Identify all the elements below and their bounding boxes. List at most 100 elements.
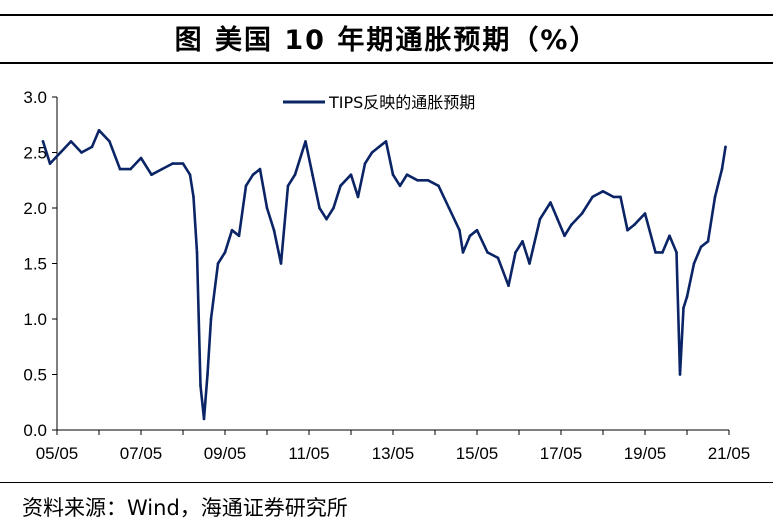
data-point bbox=[682, 306, 685, 310]
data-point bbox=[514, 251, 517, 254]
data-point bbox=[90, 145, 94, 149]
source-rule bbox=[0, 482, 773, 483]
data-point bbox=[570, 223, 573, 226]
data-point bbox=[633, 223, 636, 226]
data-point bbox=[654, 251, 657, 254]
data-point bbox=[363, 162, 367, 165]
data-point bbox=[538, 217, 542, 221]
chart-legend: TIPS反映的通胀预期 bbox=[283, 93, 475, 112]
data-point bbox=[486, 251, 489, 254]
data-point bbox=[223, 251, 227, 254]
data-point bbox=[195, 251, 199, 254]
data-point bbox=[416, 179, 419, 182]
data-point bbox=[356, 195, 360, 199]
y-tick-label: 2.0 bbox=[23, 199, 47, 218]
x-tick-label: 15/05 bbox=[456, 444, 499, 463]
data-point bbox=[398, 184, 402, 188]
x-tick-label: 17/05 bbox=[540, 444, 583, 463]
title-top-rule bbox=[0, 14, 773, 16]
data-point bbox=[549, 201, 552, 204]
data-point bbox=[48, 162, 52, 165]
data-point bbox=[580, 212, 584, 215]
data-point bbox=[244, 184, 248, 188]
data-point bbox=[279, 262, 283, 265]
data-point bbox=[108, 140, 111, 143]
data-point bbox=[41, 140, 45, 143]
data-point bbox=[713, 195, 717, 199]
data-point bbox=[391, 173, 395, 176]
chart-ticks: 0.0 0.5 1.0 1.5 2.0 2.5 3.0 05/05 07/05 09/05 11/0… bbox=[23, 88, 750, 463]
data-point bbox=[675, 251, 678, 254]
data-point bbox=[171, 162, 174, 165]
series-line bbox=[41, 128, 727, 421]
data-point bbox=[685, 295, 689, 299]
data-point bbox=[678, 373, 682, 376]
data-point bbox=[206, 373, 209, 376]
data-point bbox=[458, 228, 461, 232]
x-tick-label: 11/05 bbox=[288, 444, 329, 463]
data-point bbox=[706, 240, 710, 243]
data-point bbox=[447, 206, 451, 210]
data-point bbox=[181, 162, 185, 165]
data-point bbox=[699, 245, 703, 249]
data-point bbox=[601, 190, 605, 193]
data-point bbox=[475, 228, 479, 232]
data-point bbox=[160, 167, 164, 171]
data-point bbox=[612, 195, 615, 199]
data-point bbox=[265, 206, 269, 210]
line-chart: 0.0 0.5 1.0 1.5 2.0 2.5 3.0 05/05 07/05 09/05 11/0… bbox=[23, 88, 750, 463]
data-point bbox=[286, 184, 290, 188]
data-point bbox=[521, 240, 524, 243]
title-bottom-rule bbox=[0, 62, 773, 64]
data-point bbox=[150, 173, 153, 176]
data-point bbox=[468, 234, 472, 238]
data-point bbox=[97, 129, 101, 132]
data-point bbox=[258, 167, 262, 171]
data-point bbox=[591, 195, 594, 199]
data-point bbox=[724, 145, 727, 149]
y-tick-label: 0.5 bbox=[23, 366, 47, 385]
data-point bbox=[563, 234, 566, 238]
data-point bbox=[293, 173, 297, 176]
data-point bbox=[661, 251, 664, 254]
x-tick-label: 07/05 bbox=[120, 444, 163, 463]
data-point bbox=[626, 228, 629, 232]
data-point bbox=[332, 206, 335, 210]
x-tick-label: 09/05 bbox=[204, 444, 247, 463]
data-point bbox=[405, 173, 409, 176]
x-tick-label: 05/05 bbox=[36, 444, 79, 463]
data-point bbox=[384, 140, 388, 143]
data-point bbox=[237, 234, 241, 238]
y-tick-label: 1.0 bbox=[23, 310, 47, 329]
data-point bbox=[118, 167, 122, 171]
data-point bbox=[720, 167, 724, 171]
chart-axes bbox=[56, 97, 729, 431]
chart-title: 图 美国 10 年期通胀预期（%） bbox=[174, 25, 599, 56]
data-point bbox=[59, 151, 62, 154]
data-point bbox=[209, 317, 213, 321]
data-point bbox=[216, 262, 220, 265]
data-point bbox=[272, 228, 276, 232]
data-point bbox=[80, 151, 83, 154]
data-point bbox=[377, 145, 381, 149]
x-tick-label: 21/05 bbox=[708, 444, 751, 463]
data-point bbox=[318, 206, 321, 210]
data-point bbox=[139, 156, 143, 160]
x-tick-label: 19/05 bbox=[624, 444, 667, 463]
data-point bbox=[202, 417, 206, 421]
data-point bbox=[370, 151, 374, 154]
source-note: 资料来源：Wind，海通证券研究所 bbox=[22, 496, 348, 520]
chart-series bbox=[41, 128, 727, 421]
data-point bbox=[556, 217, 559, 221]
data-point bbox=[668, 234, 671, 238]
data-point bbox=[692, 262, 696, 265]
data-point bbox=[251, 173, 255, 176]
y-tick-label: 3.0 bbox=[23, 88, 47, 107]
data-point bbox=[69, 140, 73, 143]
data-point bbox=[461, 251, 465, 254]
data-point bbox=[507, 284, 510, 287]
data-point bbox=[188, 173, 192, 176]
x-tick-label: 13/05 bbox=[372, 444, 415, 463]
data-point bbox=[528, 262, 531, 265]
data-point bbox=[311, 173, 314, 176]
